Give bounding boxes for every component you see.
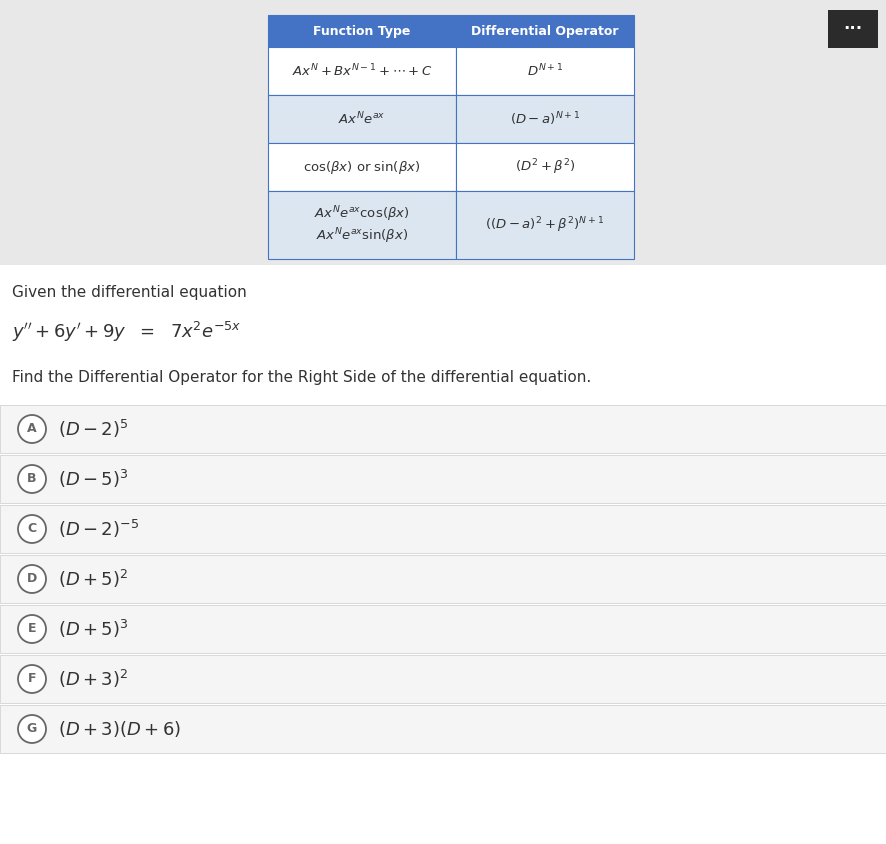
- Text: D: D: [27, 572, 37, 586]
- FancyBboxPatch shape: [0, 405, 886, 453]
- FancyBboxPatch shape: [828, 10, 878, 48]
- FancyBboxPatch shape: [0, 705, 886, 753]
- Text: Function Type: Function Type: [314, 24, 411, 37]
- Text: $(D - a)^{N+1}$: $(D - a)^{N+1}$: [509, 111, 580, 127]
- FancyBboxPatch shape: [268, 191, 456, 259]
- FancyBboxPatch shape: [0, 265, 886, 844]
- Text: $(D + 5)^3$: $(D + 5)^3$: [58, 618, 128, 640]
- Text: C: C: [27, 522, 36, 535]
- Circle shape: [18, 465, 46, 493]
- FancyBboxPatch shape: [456, 15, 634, 47]
- FancyBboxPatch shape: [0, 655, 886, 703]
- FancyBboxPatch shape: [0, 505, 886, 553]
- FancyBboxPatch shape: [0, 555, 886, 603]
- Text: $(D + 3)^2$: $(D + 3)^2$: [58, 668, 128, 690]
- Text: $(D - 2)^{-5}$: $(D - 2)^{-5}$: [58, 518, 139, 540]
- FancyBboxPatch shape: [456, 95, 634, 143]
- Circle shape: [18, 565, 46, 593]
- FancyBboxPatch shape: [268, 143, 456, 191]
- FancyBboxPatch shape: [268, 95, 456, 143]
- Text: A: A: [27, 423, 37, 436]
- FancyBboxPatch shape: [268, 47, 456, 95]
- FancyBboxPatch shape: [456, 191, 634, 259]
- FancyBboxPatch shape: [456, 143, 634, 191]
- Text: $Ax^Ne^{ax}$: $Ax^Ne^{ax}$: [338, 111, 385, 127]
- Text: $(D + 5)^2$: $(D + 5)^2$: [58, 568, 128, 590]
- Text: $Ax^Ne^{ax}\sin(\beta x)$: $Ax^Ne^{ax}\sin(\beta x)$: [316, 226, 408, 246]
- Text: Differential Operator: Differential Operator: [471, 24, 618, 37]
- FancyBboxPatch shape: [456, 47, 634, 95]
- Text: $y'' + 6y' + 9y \ \ = \ \ 7x^2e^{-5x}$: $y'' + 6y' + 9y \ \ = \ \ 7x^2e^{-5x}$: [12, 320, 242, 344]
- FancyBboxPatch shape: [268, 15, 456, 47]
- Text: $((D - a)^2 + \beta^2)^{N+1}$: $((D - a)^2 + \beta^2)^{N+1}$: [486, 215, 604, 235]
- Text: $\cos(\beta x)$ or $\sin(\beta x)$: $\cos(\beta x)$ or $\sin(\beta x)$: [303, 159, 421, 176]
- Text: $Ax^N + Bx^{N-1} + \cdots + C$: $Ax^N + Bx^{N-1} + \cdots + C$: [291, 62, 432, 79]
- Text: E: E: [27, 623, 36, 636]
- Circle shape: [18, 515, 46, 543]
- Text: ···: ···: [843, 20, 863, 38]
- Text: Given the differential equation: Given the differential equation: [12, 285, 246, 300]
- Text: F: F: [27, 673, 36, 685]
- Circle shape: [18, 665, 46, 693]
- Text: $Ax^Ne^{ax}\cos(\beta x)$: $Ax^Ne^{ax}\cos(\beta x)$: [315, 204, 409, 224]
- FancyBboxPatch shape: [0, 455, 886, 503]
- Text: Find the Differential Operator for the Right Side of the differential equation.: Find the Differential Operator for the R…: [12, 370, 591, 385]
- Circle shape: [18, 715, 46, 743]
- Text: B: B: [27, 473, 36, 485]
- Text: $D^{N+1}$: $D^{N+1}$: [527, 62, 563, 79]
- Text: $(D - 2)^5$: $(D - 2)^5$: [58, 418, 128, 440]
- Text: G: G: [27, 722, 37, 735]
- Text: $(D^2 + \beta^2)$: $(D^2 + \beta^2)$: [515, 157, 575, 176]
- FancyBboxPatch shape: [0, 605, 886, 653]
- Text: $(D - 5)^3$: $(D - 5)^3$: [58, 468, 128, 490]
- Text: $(D + 3)(D + 6)$: $(D + 3)(D + 6)$: [58, 719, 182, 739]
- Circle shape: [18, 415, 46, 443]
- Circle shape: [18, 615, 46, 643]
